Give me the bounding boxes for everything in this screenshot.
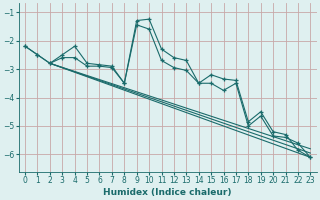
X-axis label: Humidex (Indice chaleur): Humidex (Indice chaleur)	[103, 188, 232, 197]
